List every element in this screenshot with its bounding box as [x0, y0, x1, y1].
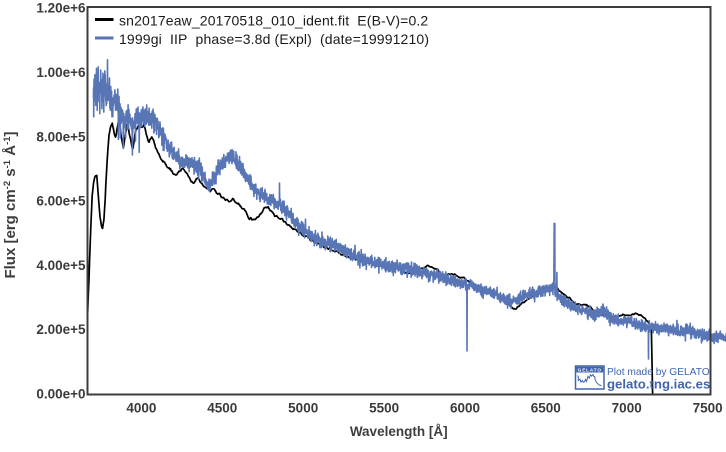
svg-text:6.00e+5: 6.00e+5	[36, 194, 86, 209]
svg-text:4.00e+5: 4.00e+5	[36, 258, 86, 273]
svg-text:Wavelength [Å]: Wavelength [Å]	[350, 424, 448, 439]
svg-text:GELATO: GELATO	[578, 368, 602, 373]
svg-text:1.00e+6: 1.00e+6	[36, 65, 86, 80]
svg-text:5500: 5500	[369, 401, 399, 416]
svg-text:8.00e+5: 8.00e+5	[36, 129, 86, 144]
svg-text:4500: 4500	[207, 401, 237, 416]
svg-text:gelato.tng.iac.es: gelato.tng.iac.es	[607, 377, 710, 392]
svg-text:5000: 5000	[288, 401, 318, 416]
svg-text:Flux [erg cm-2 s-1 Å-1]: Flux [erg cm-2 s-1 Å-1]	[2, 131, 19, 278]
svg-text:6000: 6000	[450, 401, 480, 416]
svg-text:7500: 7500	[693, 401, 723, 416]
svg-text:4000: 4000	[126, 401, 156, 416]
svg-text:sn2017eaw_20170518_010_ident.f: sn2017eaw_20170518_010_ident.fit E(B-V)=…	[119, 13, 428, 29]
svg-text:7000: 7000	[612, 401, 642, 416]
svg-text:Plot made by GELATO: Plot made by GELATO	[607, 367, 710, 378]
svg-text:0.00e+0: 0.00e+0	[36, 387, 85, 402]
svg-text:2.00e+5: 2.00e+5	[36, 322, 86, 337]
svg-text:1.20e+6: 1.20e+6	[36, 1, 86, 16]
svg-text:6500: 6500	[531, 401, 561, 416]
svg-text:1999gi IIP phase=3.8d (Expl): 1999gi IIP phase=3.8d (Expl) (date=19991…	[119, 31, 429, 47]
